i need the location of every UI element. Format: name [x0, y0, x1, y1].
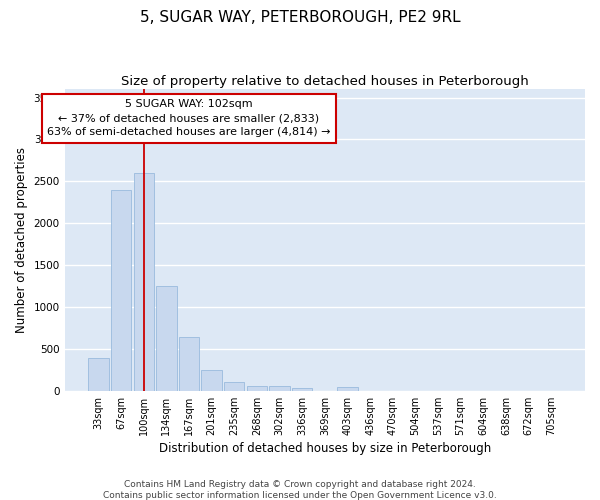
Bar — [247, 386, 267, 391]
Text: 5 SUGAR WAY: 102sqm
← 37% of detached houses are smaller (2,833)
63% of semi-det: 5 SUGAR WAY: 102sqm ← 37% of detached ho… — [47, 99, 331, 137]
Bar — [111, 190, 131, 391]
Bar — [179, 337, 199, 391]
Text: 5, SUGAR WAY, PETERBOROUGH, PE2 9RL: 5, SUGAR WAY, PETERBOROUGH, PE2 9RL — [140, 10, 460, 25]
Bar — [292, 388, 313, 391]
Bar — [88, 358, 109, 391]
Bar — [337, 386, 358, 391]
Text: Contains HM Land Registry data © Crown copyright and database right 2024.
Contai: Contains HM Land Registry data © Crown c… — [103, 480, 497, 500]
X-axis label: Distribution of detached houses by size in Peterborough: Distribution of detached houses by size … — [159, 442, 491, 455]
Bar — [269, 386, 290, 391]
Bar — [134, 173, 154, 391]
Y-axis label: Number of detached properties: Number of detached properties — [15, 147, 28, 333]
Bar — [202, 370, 222, 391]
Bar — [156, 286, 176, 391]
Title: Size of property relative to detached houses in Peterborough: Size of property relative to detached ho… — [121, 75, 529, 88]
Bar — [224, 382, 244, 391]
